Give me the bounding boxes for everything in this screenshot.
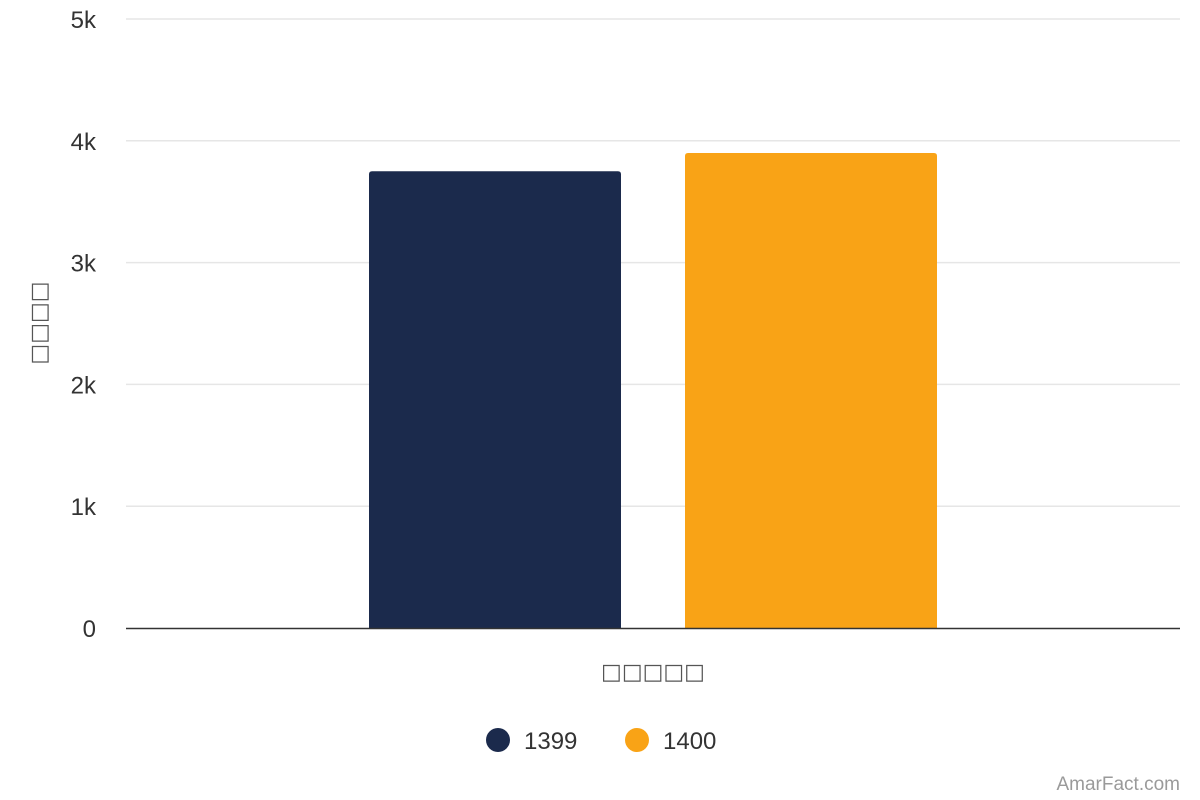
bar-1400[interactable] (685, 152, 937, 629)
x-axis-title: □□□□□ (601, 660, 705, 685)
legend-marker-1399 (486, 728, 510, 752)
bars (369, 152, 937, 629)
legend: 1399 1400 (486, 728, 716, 755)
y-tick-label: 1k (71, 494, 97, 521)
legend-marker-1400 (625, 728, 649, 752)
y-tick-label: 3k (71, 251, 97, 278)
y-tick-label: 5k (71, 7, 97, 34)
y-tick-label: 0 (83, 616, 96, 643)
bar-1399[interactable] (369, 171, 621, 628)
source-credit: AmarFact.com (1056, 774, 1180, 795)
legend-label-1400[interactable]: 1400 (663, 728, 716, 755)
y-tick-labels: 0 1k 2k 3k 4k 5k (71, 7, 97, 643)
legend-label-1399[interactable]: 1399 (524, 728, 577, 755)
y-tick-label: 4k (71, 129, 97, 156)
gridlines (126, 18, 1180, 507)
y-axis-title: □□□□ (27, 281, 52, 364)
y-tick-label: 2k (71, 372, 97, 399)
